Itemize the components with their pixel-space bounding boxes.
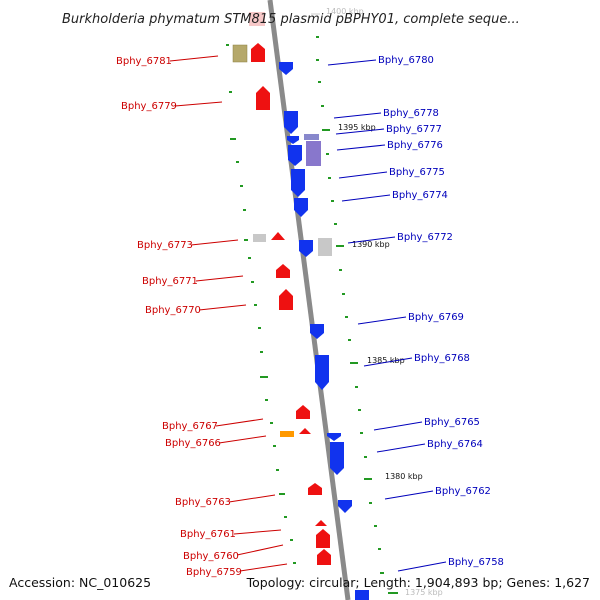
gene-label: Bphy_6771	[142, 276, 198, 287]
gene-6774-arrow	[294, 198, 308, 217]
gene-6762-arrow	[338, 500, 352, 513]
gene-label: Bphy_6776	[387, 140, 443, 151]
gene-label: Bphy_6778	[383, 108, 439, 119]
gene-6769-arrow	[310, 324, 324, 339]
gene-label: Bphy_6769	[408, 312, 464, 323]
gene-6777-arrow	[287, 136, 299, 144]
labels-right: Bphy_6780 Bphy_6778 Bphy_6777 Bphy_6776 …	[327, 55, 504, 572]
svg-text:1395 kbp: 1395 kbp	[338, 123, 376, 132]
kbp-mark-1395: 1395 kbp	[338, 123, 376, 132]
gene-6766-other	[280, 431, 294, 437]
tick-marks-left	[226, 44, 296, 564]
gene-label: Bphy_6759	[186, 567, 242, 578]
gene-6759-arrow	[317, 549, 331, 565]
gene-arrows-reverse	[279, 62, 369, 600]
gene-label: Bphy_6764	[427, 439, 483, 450]
gene-label: Bphy_6781	[116, 56, 172, 67]
kbp-mark-1385: 1385 kbp	[367, 356, 405, 365]
gene-6764-arrow	[330, 442, 344, 475]
gene-label: Bphy_6763	[175, 497, 231, 508]
gene-6763-arrow	[308, 483, 322, 495]
gene-6778-arrow	[284, 111, 298, 134]
labels-left: Bphy_6781 Bphy_6779 Bphy_6773 Bphy_6771 …	[116, 55, 288, 578]
gene-label: Bphy_6780	[378, 55, 434, 66]
svg-text:1400 kbp: 1400 kbp	[326, 7, 364, 16]
gene-label: Bphy_6765	[424, 417, 480, 428]
kbp-mark-1375: 1375 kbp	[388, 588, 443, 597]
gene-6770-arrow	[279, 289, 293, 310]
gene-6780-arrow	[279, 62, 293, 75]
gene-6781-pseudo	[232, 44, 248, 63]
gene-6773-arrow	[271, 232, 285, 240]
gene-6767-arrow	[296, 405, 310, 419]
gene-label: Bphy_6761	[180, 529, 236, 540]
gene-label: Bphy_6762	[435, 486, 491, 497]
gene-6761-arrow	[315, 520, 327, 526]
gene-6775-arrow	[291, 169, 305, 197]
gene-label: Bphy_6767	[162, 421, 218, 432]
gene-6772-pseudo	[318, 238, 332, 256]
svg-text:1385 kbp: 1385 kbp	[367, 356, 405, 365]
gene-label: Bphy_6758	[448, 557, 504, 568]
gene-label: Bphy_6775	[389, 167, 445, 178]
gene-6760-arrow	[316, 529, 330, 548]
gene-label: Bphy_6774	[392, 190, 448, 201]
gene-6777-pseudo	[304, 134, 319, 140]
kbp-mark-1400: 1400 kbp	[311, 7, 364, 16]
map-title: Burkholderia phymatum STM815 plasmid pBP…	[62, 12, 520, 27]
tick-marks-right	[316, 36, 384, 574]
gene-6765-arrow	[327, 433, 341, 441]
backbone-axis	[267, 0, 351, 600]
kbp-mark-1380: 1380 kbp	[385, 472, 423, 481]
gene-6772-arrow	[299, 240, 313, 257]
gene-label: Bphy_6760	[183, 551, 239, 562]
gene-6768-arrow	[315, 355, 329, 390]
genome-summary-text: Topology: circular; Length: 1,904,893 bp…	[246, 575, 590, 590]
gene-6776-arrow	[288, 145, 302, 166]
gene-6771-arrow	[276, 264, 290, 278]
gene-6776-pseudo	[306, 141, 321, 166]
svg-text:1390 kbp: 1390 kbp	[352, 240, 390, 249]
gene-label: Bphy_6777	[386, 124, 442, 135]
gene-6773-pseudo	[253, 234, 266, 242]
gene-6766-arrow	[299, 428, 311, 434]
highlight-marker	[249, 12, 265, 26]
gene-label: Bphy_6768	[414, 353, 470, 364]
gene-6781-arrow	[251, 43, 265, 62]
kbp-mark-1390: 1390 kbp	[352, 240, 390, 249]
gene-label: Bphy_6779	[121, 101, 177, 112]
gene-arrows-forward	[232, 43, 331, 565]
gene-label: Bphy_6770	[145, 305, 201, 316]
gene-6758-arrow	[355, 590, 369, 600]
gene-label: Bphy_6766	[165, 438, 221, 449]
gene-label: Bphy_6773	[137, 240, 193, 251]
accession-text: Accession: NC_010625	[9, 575, 151, 590]
gene-6779-arrow	[256, 86, 270, 110]
svg-text:1375 kbp: 1375 kbp	[405, 588, 443, 597]
gene-label: Bphy_6772	[397, 232, 453, 243]
svg-text:1380 kbp: 1380 kbp	[385, 472, 423, 481]
